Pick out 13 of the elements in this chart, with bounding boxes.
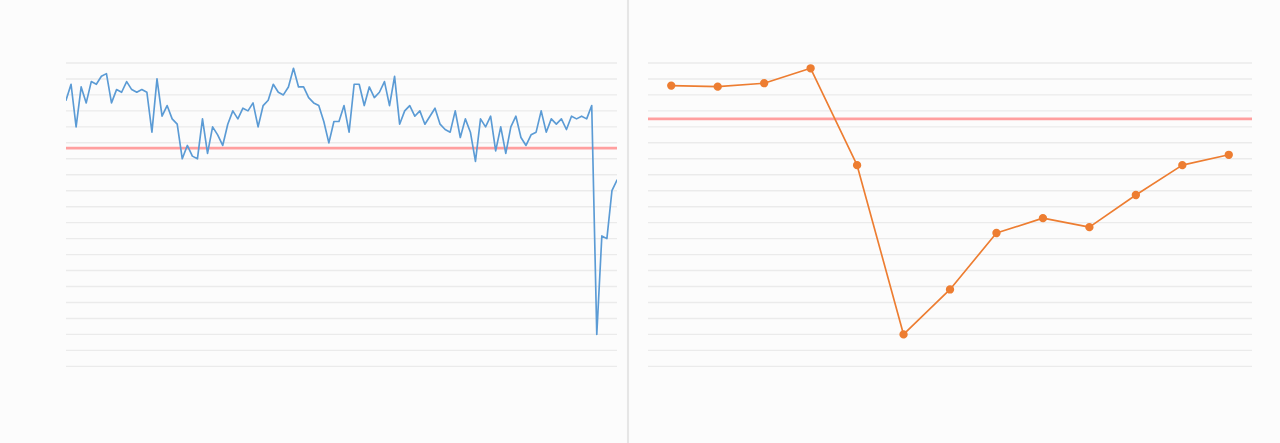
point — [852, 161, 862, 170]
point — [992, 228, 1001, 238]
point — [899, 330, 908, 339]
point — [1131, 190, 1141, 200]
point — [1038, 213, 1048, 223]
point — [1085, 223, 1094, 232]
point — [759, 79, 769, 88]
point — [667, 81, 676, 90]
point — [945, 285, 955, 294]
point — [1224, 150, 1233, 159]
point — [806, 64, 815, 73]
point — [713, 82, 722, 91]
point — [1178, 161, 1187, 170]
